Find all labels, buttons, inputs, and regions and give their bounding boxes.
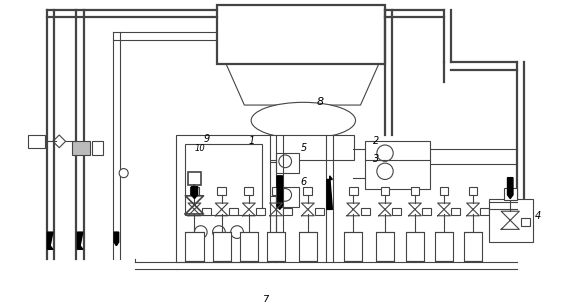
Polygon shape bbox=[507, 178, 513, 198]
Bar bbox=[299, 232, 317, 261]
Bar bbox=[349, 187, 358, 195]
Circle shape bbox=[195, 226, 207, 239]
Bar bbox=[267, 232, 285, 261]
Polygon shape bbox=[327, 176, 332, 209]
Bar bbox=[92, 141, 103, 155]
Bar bbox=[381, 187, 389, 195]
Circle shape bbox=[279, 188, 292, 201]
Text: 6: 6 bbox=[301, 177, 307, 187]
Bar bbox=[464, 232, 482, 261]
Text: 9: 9 bbox=[204, 133, 210, 144]
Bar bbox=[410, 187, 420, 195]
Bar bbox=[344, 232, 362, 261]
Bar bbox=[504, 188, 517, 200]
Bar bbox=[188, 172, 201, 185]
Bar bbox=[256, 207, 265, 215]
Text: 8: 8 bbox=[317, 97, 324, 107]
Bar bbox=[217, 5, 385, 64]
Bar bbox=[240, 232, 258, 261]
Bar bbox=[468, 187, 478, 195]
Text: 2: 2 bbox=[373, 136, 379, 146]
Circle shape bbox=[212, 226, 225, 239]
Bar bbox=[185, 232, 204, 261]
Polygon shape bbox=[48, 232, 53, 249]
Bar bbox=[435, 232, 453, 261]
Bar bbox=[440, 187, 448, 195]
Bar bbox=[284, 207, 292, 215]
Bar bbox=[392, 207, 401, 215]
Bar bbox=[212, 232, 231, 261]
Circle shape bbox=[119, 169, 128, 178]
Bar bbox=[201, 207, 211, 215]
Text: 7: 7 bbox=[262, 295, 269, 302]
Circle shape bbox=[279, 155, 292, 168]
Bar bbox=[72, 141, 90, 155]
Text: 1: 1 bbox=[249, 136, 255, 146]
Bar bbox=[490, 198, 533, 242]
Bar bbox=[360, 207, 370, 215]
Bar bbox=[185, 144, 262, 215]
Bar bbox=[272, 187, 281, 195]
Bar bbox=[276, 187, 299, 207]
Bar bbox=[190, 187, 199, 195]
Bar bbox=[229, 207, 238, 215]
Text: 4: 4 bbox=[535, 211, 541, 221]
Bar bbox=[365, 141, 430, 188]
Bar bbox=[176, 135, 270, 262]
Bar bbox=[28, 135, 45, 148]
Ellipse shape bbox=[251, 102, 355, 139]
Bar bbox=[406, 232, 424, 261]
Bar bbox=[422, 207, 431, 215]
Polygon shape bbox=[77, 232, 83, 249]
Circle shape bbox=[377, 163, 393, 179]
Bar bbox=[521, 218, 530, 226]
Polygon shape bbox=[277, 176, 282, 209]
Bar bbox=[261, 135, 354, 160]
Bar bbox=[480, 207, 490, 215]
Bar bbox=[276, 153, 299, 173]
Text: 5: 5 bbox=[301, 143, 307, 153]
Polygon shape bbox=[114, 232, 119, 246]
Bar bbox=[315, 207, 324, 215]
Bar bbox=[245, 187, 253, 195]
Text: 3: 3 bbox=[373, 155, 379, 165]
Text: 10: 10 bbox=[195, 144, 205, 153]
Circle shape bbox=[377, 145, 393, 161]
Bar bbox=[304, 187, 312, 195]
Bar bbox=[217, 187, 226, 195]
Circle shape bbox=[231, 226, 243, 239]
Bar bbox=[451, 207, 460, 215]
Polygon shape bbox=[191, 187, 197, 198]
Bar bbox=[376, 232, 394, 261]
